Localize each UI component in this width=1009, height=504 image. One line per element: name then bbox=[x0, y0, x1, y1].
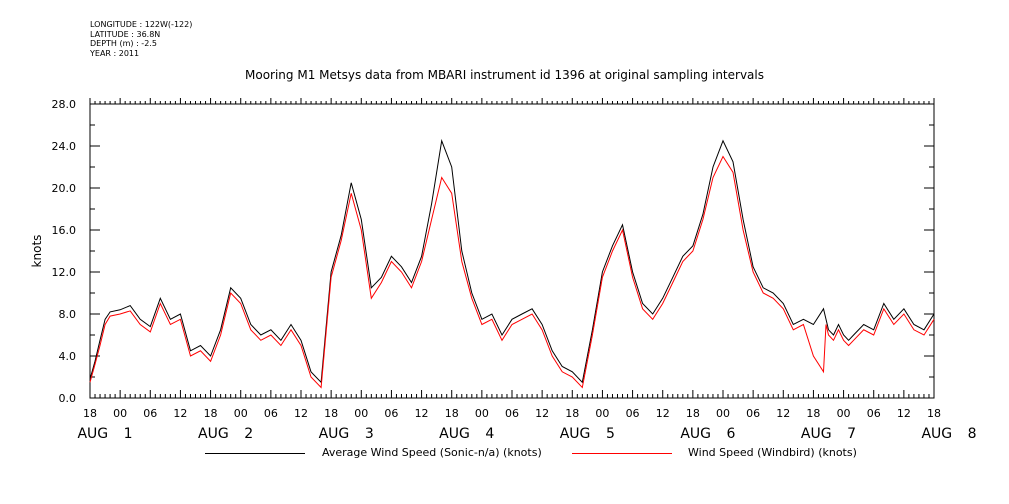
date-month-label: AUG bbox=[560, 426, 591, 442]
x-tick-label: 18 bbox=[324, 407, 338, 420]
y-tick-label: 16.0 bbox=[52, 224, 77, 237]
x-tick-label: 12 bbox=[656, 407, 670, 420]
date-day-label: 5 bbox=[606, 426, 615, 442]
depth-label: DEPTH (m) : -2.5 bbox=[90, 39, 157, 48]
date-day-label: 8 bbox=[968, 426, 977, 442]
y-tick-label: 24.0 bbox=[52, 140, 77, 153]
date-day-label: 7 bbox=[847, 426, 856, 442]
x-tick-label: 18 bbox=[83, 407, 97, 420]
legend-swatch-windbird bbox=[572, 453, 672, 454]
x-tick-label: 12 bbox=[173, 407, 187, 420]
x-tick-label: 00 bbox=[595, 407, 609, 420]
x-tick-label: 06 bbox=[384, 407, 398, 420]
x-tick-label: 00 bbox=[837, 407, 851, 420]
longitude-label: LONGITUDE : 122W(-122) bbox=[90, 20, 193, 29]
y-tick-label: 8.0 bbox=[59, 308, 77, 321]
legend-swatch-average bbox=[205, 453, 305, 454]
x-tick-label: 06 bbox=[264, 407, 278, 420]
x-tick-label: 12 bbox=[776, 407, 790, 420]
x-tick-label: 00 bbox=[234, 407, 248, 420]
x-tick-label: 00 bbox=[716, 407, 730, 420]
date-month-label: AUG bbox=[198, 426, 229, 442]
legend-label-average: Average Wind Speed (Sonic-n/a) (knots) bbox=[322, 446, 542, 459]
x-tick-label: 00 bbox=[113, 407, 127, 420]
y-tick-label: 28.0 bbox=[52, 98, 77, 111]
x-tick-label: 06 bbox=[143, 407, 157, 420]
date-month-label: AUG bbox=[680, 426, 711, 442]
x-tick-label: 18 bbox=[806, 407, 820, 420]
date-month-label: AUG bbox=[77, 426, 108, 442]
date-day-label: 3 bbox=[365, 426, 374, 442]
x-tick-label: 00 bbox=[354, 407, 368, 420]
y-tick-label: 4.0 bbox=[59, 350, 77, 363]
x-tick-label: 18 bbox=[927, 407, 941, 420]
y-axis-label: knots bbox=[30, 235, 44, 268]
x-tick-label: 06 bbox=[746, 407, 760, 420]
x-tick-label: 18 bbox=[204, 407, 218, 420]
x-tick-label: 18 bbox=[686, 407, 700, 420]
x-tick-label: 12 bbox=[294, 407, 308, 420]
x-tick-label: 18 bbox=[565, 407, 579, 420]
date-day-label: 4 bbox=[485, 426, 494, 442]
x-tick-label: 00 bbox=[475, 407, 489, 420]
chart-legend: Average Wind Speed (Sonic-n/a) (knots) W… bbox=[0, 446, 1009, 462]
x-tick-label: 06 bbox=[867, 407, 881, 420]
date-day-label: 1 bbox=[124, 426, 133, 442]
y-tick-label: 0.0 bbox=[59, 392, 77, 405]
latitude-label: LATITUDE : 36.8N bbox=[90, 29, 161, 39]
x-tick-label: 12 bbox=[415, 407, 429, 420]
plot-frame bbox=[89, 103, 935, 399]
series-line-average bbox=[89, 138, 935, 384]
date-day-label: 2 bbox=[244, 426, 253, 442]
metadata-block: LONGITUDE : 122W(-122) LATITUDE : 36.8N … bbox=[90, 20, 192, 58]
series-line-windbird bbox=[89, 155, 935, 389]
date-month-label: AUG bbox=[801, 426, 832, 442]
year-label: YEAR : 2011 bbox=[90, 48, 140, 58]
legend-label-windbird: Wind Speed (Windbird) (knots) bbox=[688, 446, 857, 459]
x-tick-label: 12 bbox=[897, 407, 911, 420]
date-day-label: 6 bbox=[727, 426, 736, 442]
chart-title: Mooring M1 Metsys data from MBARI instru… bbox=[245, 68, 764, 82]
date-month-label: AUG bbox=[921, 426, 952, 442]
date-month-label: AUG bbox=[319, 426, 350, 442]
x-tick-label: 18 bbox=[445, 407, 459, 420]
x-tick-label: 06 bbox=[505, 407, 519, 420]
x-tick-label: 06 bbox=[626, 407, 640, 420]
x-tick-label: 12 bbox=[535, 407, 549, 420]
date-month-label: AUG bbox=[439, 426, 470, 442]
y-tick-label: 20.0 bbox=[52, 182, 77, 195]
y-tick-label: 12.0 bbox=[52, 266, 77, 279]
